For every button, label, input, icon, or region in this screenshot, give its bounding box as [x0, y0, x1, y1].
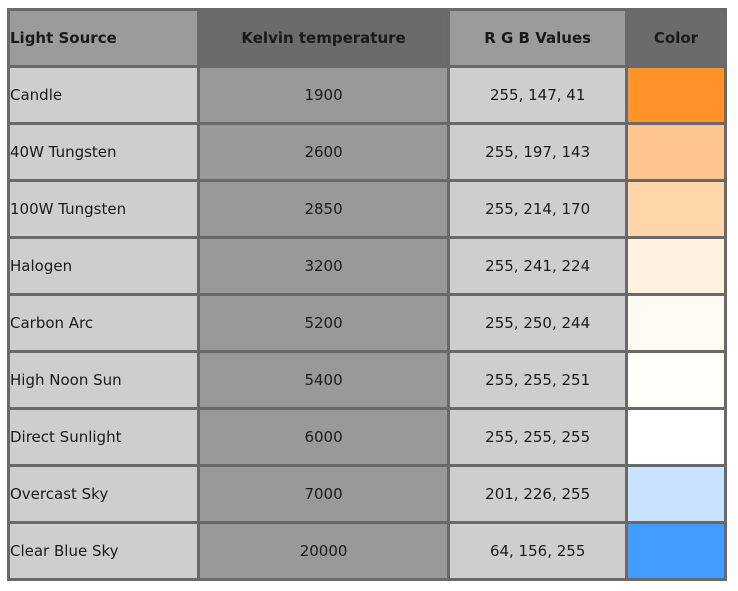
kelvin-cell: 5200	[196, 293, 451, 353]
light-source-cell: Overcast Sky	[7, 464, 200, 524]
rgb-cell: 255, 197, 143	[447, 122, 629, 182]
header-kelvin-temperature: Kelvin temperature	[196, 8, 451, 68]
light-source-cell: Clear Blue Sky	[7, 521, 200, 581]
light-source-cell: Carbon Arc	[7, 293, 200, 353]
kelvin-cell: 2850	[196, 179, 451, 239]
kelvin-cell: 7000	[196, 464, 451, 524]
color-swatch	[625, 464, 727, 524]
rgb-cell: 201, 226, 255	[447, 464, 629, 524]
rgb-cell: 255, 255, 255	[447, 407, 629, 467]
color-swatch	[625, 65, 727, 125]
light-source-cell: Direct Sunlight	[7, 407, 200, 467]
table-row: Clear Blue Sky 20000 64, 156, 255	[7, 521, 727, 581]
kelvin-cell: 5400	[196, 350, 451, 410]
header-light-source: Light Source	[7, 8, 200, 68]
kelvin-cell: 2600	[196, 122, 451, 182]
table-row: High Noon Sun 5400 255, 255, 251	[7, 350, 727, 410]
light-source-cell: Candle	[7, 65, 200, 125]
color-swatch	[625, 521, 727, 581]
table-header-row: Light Source Kelvin temperature R G B Va…	[7, 8, 727, 68]
light-source-table: Light Source Kelvin temperature R G B Va…	[7, 8, 727, 581]
color-swatch	[625, 293, 727, 353]
rgb-cell: 64, 156, 255	[447, 521, 629, 581]
rgb-cell: 255, 250, 244	[447, 293, 629, 353]
color-swatch	[625, 350, 727, 410]
light-source-cell: Halogen	[7, 236, 200, 296]
color-swatch	[625, 236, 727, 296]
rgb-cell: 255, 214, 170	[447, 179, 629, 239]
color-swatch	[625, 407, 727, 467]
kelvin-cell: 20000	[196, 521, 451, 581]
color-swatch	[625, 179, 727, 239]
header-rgb-values: R G B Values	[447, 8, 629, 68]
table-row: Candle 1900 255, 147, 41	[7, 65, 727, 125]
table-row: Halogen 3200 255, 241, 224	[7, 236, 727, 296]
header-color: Color	[625, 8, 727, 68]
light-source-cell: 100W Tungsten	[7, 179, 200, 239]
kelvin-cell: 3200	[196, 236, 451, 296]
rgb-cell: 255, 147, 41	[447, 65, 629, 125]
table-row: 100W Tungsten 2850 255, 214, 170	[7, 179, 727, 239]
light-source-cell: High Noon Sun	[7, 350, 200, 410]
table-row: Overcast Sky 7000 201, 226, 255	[7, 464, 727, 524]
table-row: Carbon Arc 5200 255, 250, 244	[7, 293, 727, 353]
light-source-cell: 40W Tungsten	[7, 122, 200, 182]
table-row: Direct Sunlight 6000 255, 255, 255	[7, 407, 727, 467]
kelvin-cell: 1900	[196, 65, 451, 125]
rgb-cell: 255, 255, 251	[447, 350, 629, 410]
kelvin-cell: 6000	[196, 407, 451, 467]
table-row: 40W Tungsten 2600 255, 197, 143	[7, 122, 727, 182]
color-swatch	[625, 122, 727, 182]
rgb-cell: 255, 241, 224	[447, 236, 629, 296]
